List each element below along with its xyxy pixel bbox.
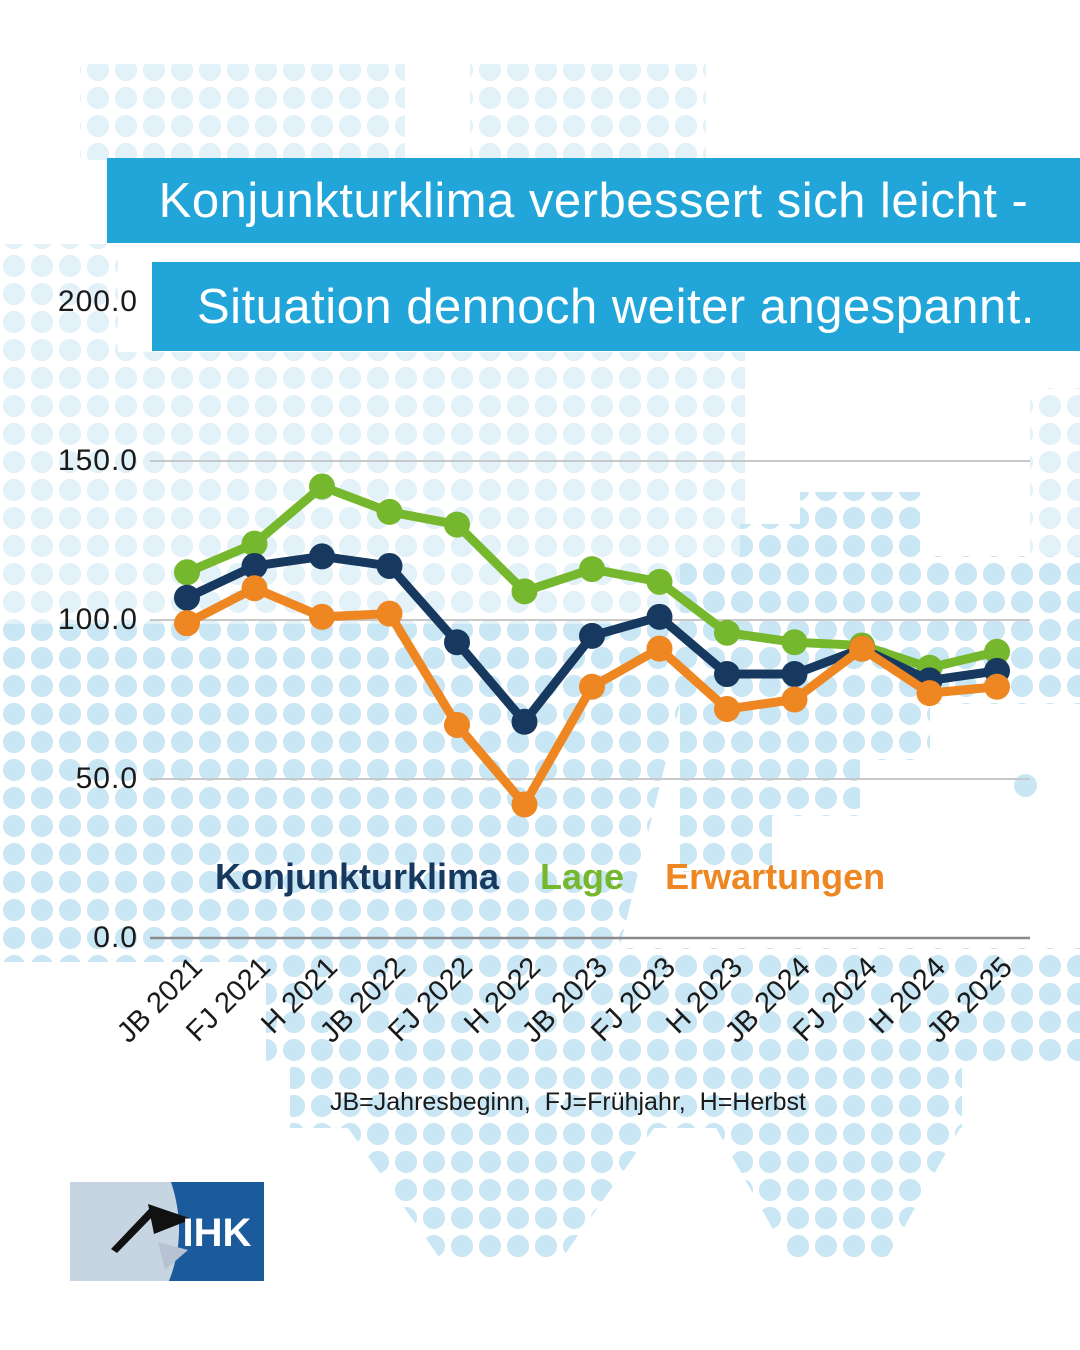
data-point-lage [781, 629, 808, 656]
data-point-konjunkturklima [781, 661, 808, 688]
data-point-lage [309, 473, 335, 500]
flag-pennant-icon [148, 1204, 192, 1234]
data-point-konjunkturklima [646, 603, 673, 630]
title-line-2: Situation dennoch weiter angespannt. [197, 279, 1035, 334]
data-point-erwartungen [174, 610, 200, 637]
y-tick-label: 50.0 [75, 762, 138, 795]
axis-abbreviation-note: JB=Jahresbeginn, FJ=Frühjahr, H=Herbst [330, 1088, 806, 1116]
legend-item-erwartungen: Erwartungen [665, 856, 886, 897]
data-point-konjunkturklima [241, 552, 268, 579]
data-point-konjunkturklima [511, 708, 538, 735]
y-tick-label: 200.0 [57, 285, 138, 318]
data-point-erwartungen [309, 603, 335, 630]
title-line-1: Konjunkturklima verbessert sich leicht - [158, 173, 1029, 228]
data-point-lage [984, 638, 1010, 665]
legend-item-konjunkturklima: Konjunkturklima [215, 856, 500, 897]
y-tick-label: 0.0 [93, 921, 138, 954]
data-point-erwartungen [916, 680, 943, 707]
title-bar-2: Situation dennoch weiter angespannt. [152, 262, 1080, 351]
data-point-lage [714, 619, 740, 646]
data-point-lage [444, 511, 470, 538]
ihk-logo: IHK [70, 1182, 264, 1281]
logo-text: IHK [183, 1211, 252, 1255]
data-point-erwartungen [241, 575, 268, 602]
data-point-erwartungen [714, 696, 740, 723]
data-point-konjunkturklima [714, 661, 740, 688]
data-point-konjunkturklima [174, 584, 200, 611]
chart-legend: Konjunkturklima Lage Erwartungen [215, 856, 885, 898]
y-tick-label: 150.0 [57, 444, 138, 477]
data-point-lage [511, 578, 538, 605]
data-point-konjunkturklima [309, 543, 335, 570]
data-point-lage [174, 559, 200, 586]
data-point-lage [579, 556, 605, 583]
data-point-erwartungen [849, 635, 875, 662]
data-point-konjunkturklima [579, 622, 605, 649]
data-point-lage [376, 498, 403, 525]
data-point-erwartungen [781, 686, 808, 713]
y-tick-label: 100.0 [57, 603, 138, 636]
data-point-konjunkturklima [444, 629, 470, 656]
flag-shadow-icon [158, 1242, 188, 1270]
data-point-lage [241, 530, 268, 557]
legend-item-lage: Lage [540, 856, 625, 897]
data-point-erwartungen [444, 711, 470, 738]
data-point-erwartungen [984, 673, 1010, 700]
data-point-erwartungen [646, 635, 673, 662]
data-point-erwartungen [511, 791, 538, 818]
logo-right-field [169, 1182, 264, 1281]
flag-pole-icon [111, 1208, 157, 1253]
title-bar-1: Konjunkturklima verbessert sich leicht - [107, 158, 1080, 243]
data-point-lage [646, 568, 673, 595]
data-point-erwartungen [579, 673, 605, 700]
data-point-konjunkturklima [376, 552, 403, 579]
data-point-erwartungen [376, 600, 403, 627]
